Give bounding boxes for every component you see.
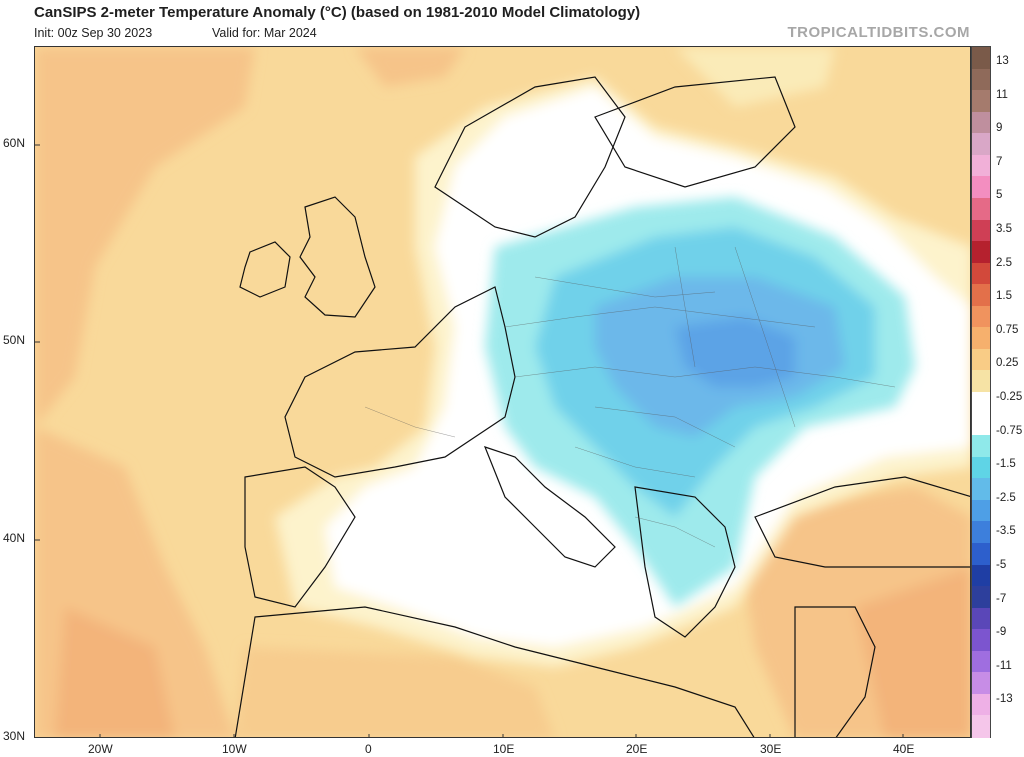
colorbar-segment [972,672,990,695]
map-canvas [35,47,970,737]
colorbar-segment [972,586,990,609]
lon-label-40e: 40E [893,742,915,756]
lat-label-50n: 50N [3,333,26,347]
colorbar-segment [972,499,990,522]
anomaly-map [34,46,971,738]
colorbar-segment [972,348,990,371]
valid-time: Valid for: Mar 2024 [212,26,317,40]
lon-label-10e: 10E [493,742,515,756]
colorbar-label: -7 [996,592,1007,605]
colorbar-label: 0.25 [996,357,1019,370]
init-time: Init: 00z Sep 30 2023 [34,26,153,40]
colorbar-segment [972,219,990,242]
colorbar-segment [972,693,990,716]
colorbar-segment [972,607,990,630]
colorbar-label: 11 [996,88,1008,101]
colorbar-segment [972,90,990,113]
colorbar-segment [972,564,990,587]
colorbar-segment [972,650,990,673]
lat-label-40n: 40N [3,531,26,545]
colorbar-segment [972,111,990,134]
lat-label-60n: 60N [3,136,26,150]
country-borders [364,246,896,548]
colorbar-label: -1.5 [996,458,1016,471]
colorbar-segment [972,435,990,458]
colorbar [971,46,991,738]
colorbar-label: 3.5 [996,223,1012,235]
lon-label-20e: 20E [626,742,648,756]
colorbar-segment [972,284,990,307]
source-watermark: TROPICALTIDBITS.COM [787,24,970,41]
colorbar-segment [972,68,990,91]
lon-label-20w: 20W [88,742,113,756]
colorbar-label: -3.5 [996,525,1016,538]
colorbar-segment [972,392,990,415]
lon-label-30e: 30E [760,742,782,756]
lon-label-0: 0 [365,742,372,756]
colorbar-label: -9 [996,626,1007,639]
colorbar-label: -13 [996,693,1013,706]
colorbar-label: -0.75 [996,424,1023,437]
colorbar-segment [972,542,990,565]
colorbar-label: -2.5 [996,491,1016,504]
colorbar-segment [972,327,990,350]
lon-label-10w: 10W [222,742,247,756]
colorbar-segment [972,262,990,285]
colorbar-segment [972,197,990,220]
colorbar-segment [972,241,990,264]
colorbar-segment [972,47,990,70]
colorbar-label: -5 [996,559,1007,571]
graticule-ticks [35,144,904,737]
colorbar-label: -0.25 [996,391,1023,403]
colorbar-label: 5 [996,189,1003,202]
colorbar-label: 0.75 [996,323,1019,336]
colorbar-segment [972,715,990,738]
colorbar-label: 2.5 [996,256,1012,269]
colorbar-segment [972,154,990,177]
colorbar-segment [972,456,990,479]
coastlines [234,76,970,737]
lat-label-30n: 30N [3,729,26,743]
colorbar-label: 1.5 [996,290,1012,303]
colorbar-segment [972,478,990,501]
colorbar-segment [972,133,990,156]
colorbar-label: -11 [996,659,1012,672]
colorbar-label: 7 [996,155,1003,168]
colorbar-segment [972,176,990,199]
cool-anomaly-field [485,197,915,607]
colorbar-segment [972,629,990,652]
colorbar-segment [972,521,990,544]
warm-anomaly-patches [35,47,970,737]
colorbar-label: 13 [996,55,1009,67]
colorbar-label: 9 [996,122,1003,135]
map-title: CanSIPS 2-meter Temperature Anomaly (°C)… [34,4,641,21]
colorbar-segment [972,305,990,328]
colorbar-segment [972,370,990,393]
colorbar-segment [972,413,990,436]
